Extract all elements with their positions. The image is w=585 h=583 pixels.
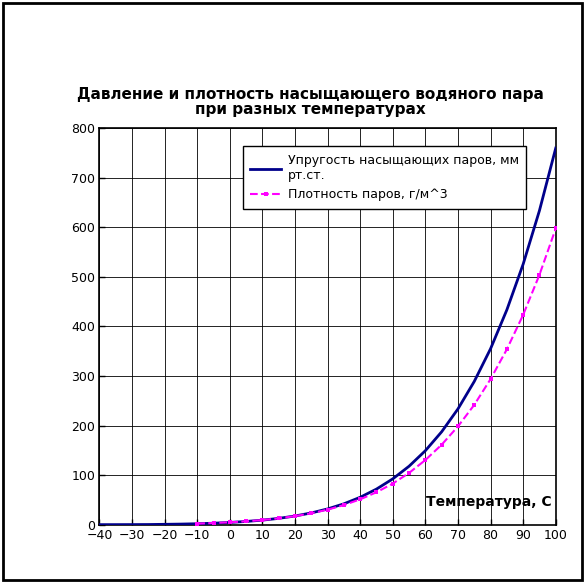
Упругость насыщающих паров, мм
рт.ст. (536, 207, 543, 214)
Плотность паров, г/м^3 (471, 401, 478, 408)
Плотность паров, г/м^3 (422, 456, 429, 463)
Text: Температура, С: Температура, С (425, 495, 551, 509)
Упругость насыщающих паров, мм
рт.ст. (405, 463, 412, 470)
Text: при разных температурах: при разных температурах (195, 101, 425, 117)
Упругость насыщающих паров, мм
рт.ст. (177, 521, 184, 528)
Плотность паров, г/м^3 (340, 501, 347, 508)
Плотность паров, г/м^3 (405, 469, 412, 476)
Плотность паров, г/м^3 (389, 480, 396, 487)
Плотность паров, г/м^3 (373, 489, 380, 496)
Упругость насыщающих паров, мм
рт.ст. (129, 521, 136, 528)
Упругость насыщающих паров, мм
рт.ст. (194, 520, 201, 527)
Плотность паров, г/м^3 (308, 510, 315, 517)
Упругость насыщающих паров, мм
рт.ст. (357, 494, 364, 501)
Плотность паров, г/м^3 (455, 423, 462, 430)
Упругость насыщающих паров, мм
рт.ст. (210, 519, 217, 526)
Плотность паров, г/м^3 (259, 517, 266, 524)
Плотность паров, г/м^3 (503, 346, 510, 353)
Плотность паров, г/м^3 (291, 512, 298, 519)
Упругость насыщающих паров, мм
рт.ст. (438, 429, 445, 436)
Упругость насыщающих паров, мм
рт.ст. (519, 261, 526, 268)
Упругость насыщающих паров, мм
рт.ст. (324, 505, 331, 512)
Упругость насыщающих паров, мм
рт.ст. (503, 306, 510, 313)
Плотность паров, г/м^3 (226, 519, 233, 526)
Упругость насыщающих паров, мм
рт.ст. (259, 517, 266, 524)
Упругость насыщающих паров, мм
рт.ст. (389, 475, 396, 482)
Упругость насыщающих паров, мм
рт.ст. (552, 145, 559, 152)
Плотность паров, г/м^3 (519, 311, 526, 318)
Упругость насыщающих паров, мм
рт.ст. (275, 515, 282, 522)
Плотность паров, г/м^3 (210, 519, 217, 526)
Упругость насыщающих паров, мм
рт.ст. (291, 512, 298, 519)
Плотность паров, г/м^3 (324, 506, 331, 513)
Упругость насыщающих паров, мм
рт.ст. (340, 500, 347, 507)
Упругость насыщающих паров, мм
рт.ст. (471, 378, 478, 385)
Упругость насыщающих паров, мм
рт.ст. (308, 510, 315, 517)
Упругость насыщающих паров, мм
рт.ст. (243, 518, 250, 525)
Упругость насыщающих паров, мм
рт.ст. (422, 447, 429, 454)
Упругость насыщающих паров, мм
рт.ст. (161, 521, 168, 528)
Line: Упругость насыщающих паров, мм
рт.ст.: Упругость насыщающих паров, мм рт.ст. (99, 148, 556, 525)
Плотность паров, г/м^3 (194, 520, 201, 527)
Упругость насыщающих паров, мм
рт.ст. (145, 521, 152, 528)
Legend: Упругость насыщающих паров, мм
рт.ст., Плотность паров, г/м^3: Упругость насыщающих паров, мм рт.ст., П… (243, 146, 526, 209)
Упругость насыщающих паров, мм
рт.ст. (487, 345, 494, 352)
Плотность паров, г/м^3 (275, 515, 282, 522)
Плотность паров, г/м^3 (487, 375, 494, 382)
Плотность паров, г/м^3 (536, 271, 543, 278)
Плотность паров, г/м^3 (438, 441, 445, 448)
Плотность паров, г/м^3 (357, 496, 364, 503)
Упругость насыщающих паров, мм
рт.ст. (96, 521, 103, 528)
Упругость насыщающих паров, мм
рт.ст. (373, 486, 380, 493)
Упругость насыщающих паров, мм
рт.ст. (226, 519, 233, 526)
Плотность паров, г/м^3 (243, 518, 250, 525)
Line: Плотность паров, г/м^3: Плотность паров, г/м^3 (195, 226, 558, 526)
Text: Давление и плотность насыщающего водяного пара: Давление и плотность насыщающего водяног… (77, 87, 543, 102)
Упругость насыщающих паров, мм
рт.ст. (112, 521, 119, 528)
Плотность паров, г/м^3 (552, 225, 559, 232)
Упругость насыщающих паров, мм
рт.ст. (455, 405, 462, 412)
